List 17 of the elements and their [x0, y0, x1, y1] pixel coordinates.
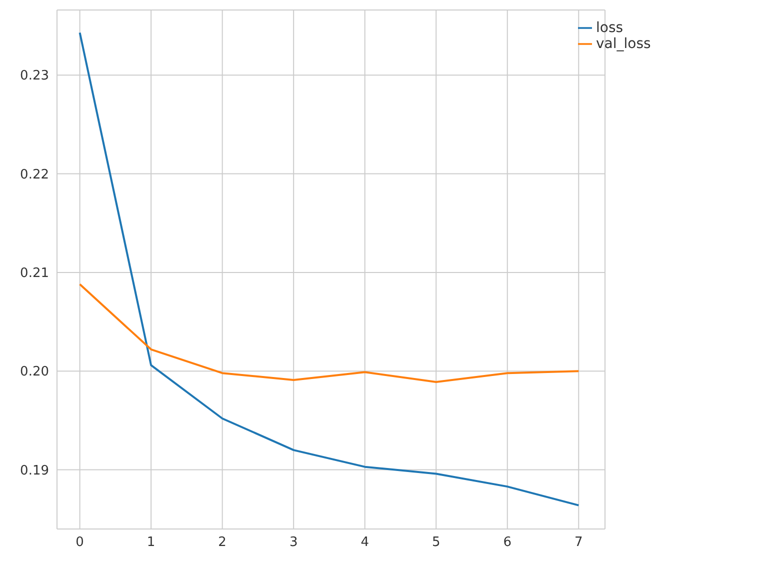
y-tick-label: 0.21 — [20, 266, 49, 282]
x-tick-label: 0 — [76, 535, 84, 550]
legend-label: loss — [596, 20, 624, 36]
y-tick-label: 0.19 — [20, 463, 49, 478]
line-series — [78, 32, 580, 506]
x-tick-label: 3 — [289, 535, 298, 550]
x-tick-label: 6 — [503, 535, 512, 550]
legend-label: val_loss — [596, 36, 651, 52]
line-series — [78, 283, 580, 383]
y-tick-label: 0.22 — [20, 167, 49, 182]
x-tick-label: 2 — [218, 535, 226, 550]
y-tick-label: 0.20 — [20, 364, 49, 380]
y-tick-label: 0.23 — [20, 68, 49, 84]
x-tick-label: 7 — [574, 535, 583, 550]
x-tick-label: 4 — [360, 535, 369, 550]
x-tick-label: 1 — [146, 535, 156, 550]
x-tick-label: 5 — [432, 535, 440, 550]
